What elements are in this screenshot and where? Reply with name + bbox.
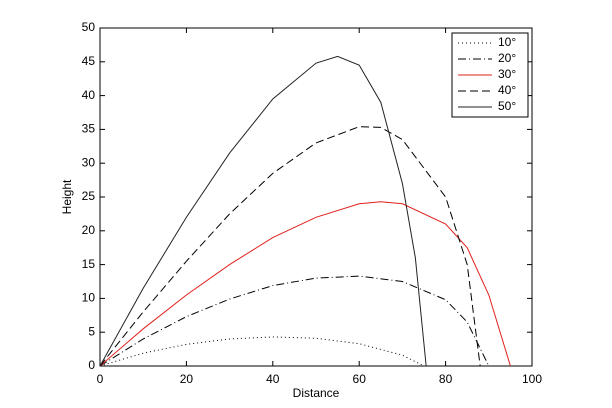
y-tick-label: 0	[88, 358, 95, 372]
x-tick-label: 0	[97, 372, 104, 386]
x-tick-label: 80	[439, 372, 453, 386]
series-line	[99, 55, 427, 367]
x-tick-label: 20	[180, 372, 194, 386]
y-tick-label: 10	[82, 291, 96, 305]
legend-label: 20°	[498, 51, 516, 65]
y-tick-label: 25	[82, 189, 96, 203]
series-line	[99, 275, 490, 367]
series-line	[99, 126, 481, 367]
y-tick-label: 40	[82, 88, 96, 102]
x-axis-label: Distance	[293, 386, 340, 400]
legend-label: 50°	[498, 99, 516, 113]
y-tick-label: 20	[82, 223, 96, 237]
y-axis-label: Height	[60, 179, 74, 214]
legend-label: 30°	[498, 67, 516, 81]
legend-label: 40°	[498, 83, 516, 97]
series-line	[99, 201, 511, 367]
series-line	[99, 336, 425, 367]
x-tick-label: 100	[522, 372, 542, 386]
y-tick-label: 50	[82, 20, 96, 34]
legend-label: 10°	[498, 35, 516, 49]
y-tick-label: 30	[82, 155, 96, 169]
y-tick-label: 15	[82, 257, 96, 271]
y-tick-label: 5	[88, 324, 95, 338]
y-tick-label: 35	[82, 122, 96, 136]
y-tick-label: 45	[82, 54, 96, 68]
x-tick-label: 60	[353, 372, 367, 386]
x-tick-label: 40	[266, 372, 280, 386]
